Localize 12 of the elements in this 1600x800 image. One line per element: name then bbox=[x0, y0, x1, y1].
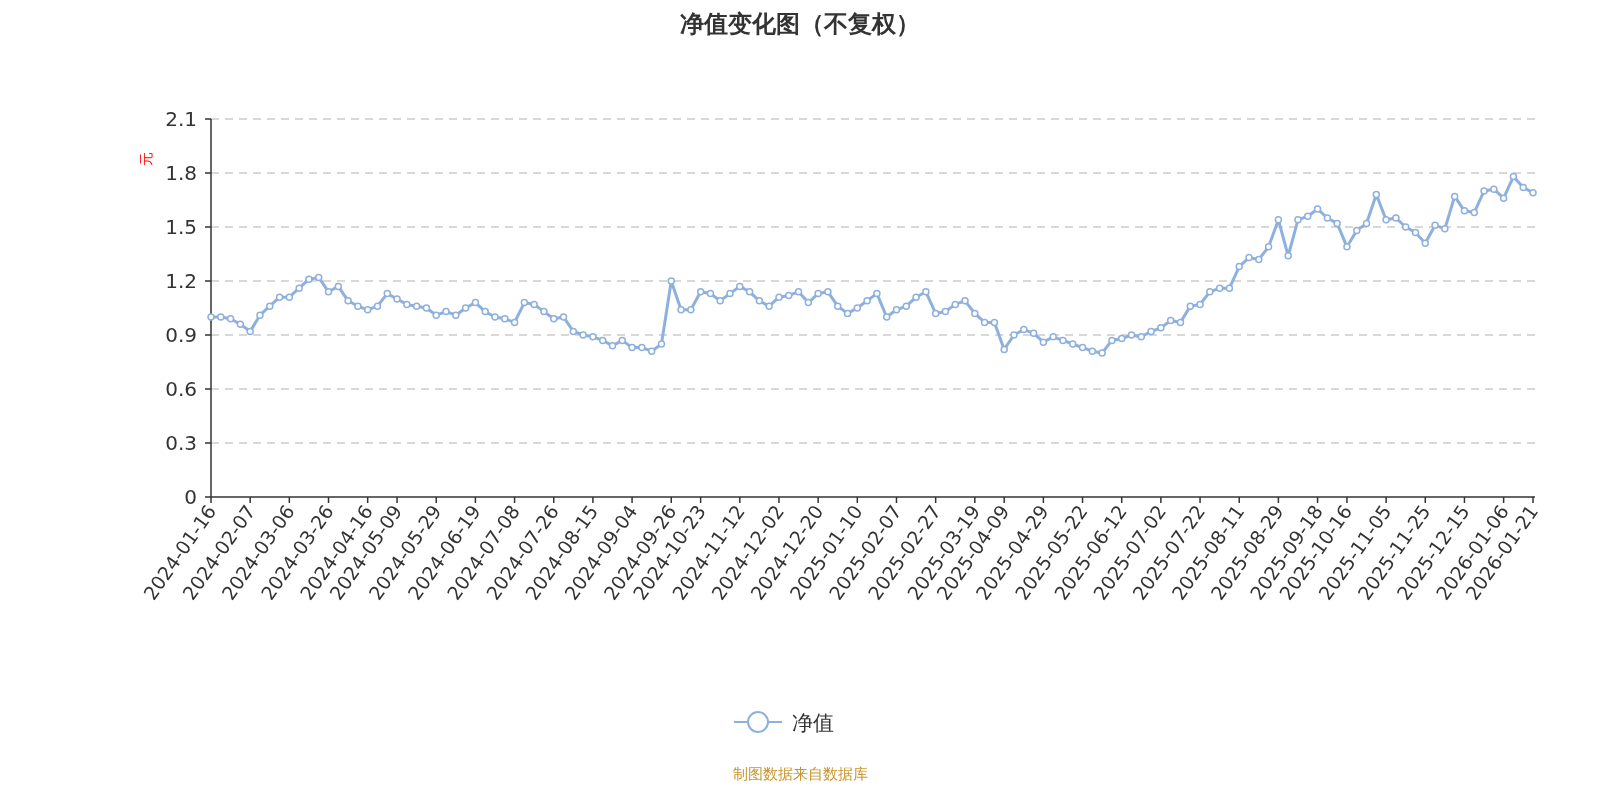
y-tick-label: 1.5 bbox=[165, 215, 197, 239]
text: 制图数据来自数据库 bbox=[732, 765, 868, 783]
y-tick-label: 0 bbox=[184, 485, 197, 509]
y-tick-label: 0.9 bbox=[165, 323, 197, 347]
y-tick-label: 2.1 bbox=[165, 107, 197, 131]
y-tick-label: 0.3 bbox=[165, 431, 197, 455]
y-tick-label: 0.6 bbox=[165, 377, 197, 401]
y-axis-title: 元 bbox=[138, 152, 154, 166]
y-tick-label: 1.8 bbox=[165, 161, 197, 185]
chart-title: 净值变化图（不复权） bbox=[680, 10, 920, 38]
legend-label: 净值 bbox=[792, 711, 834, 735]
y-tick-label: 1.2 bbox=[165, 269, 197, 293]
